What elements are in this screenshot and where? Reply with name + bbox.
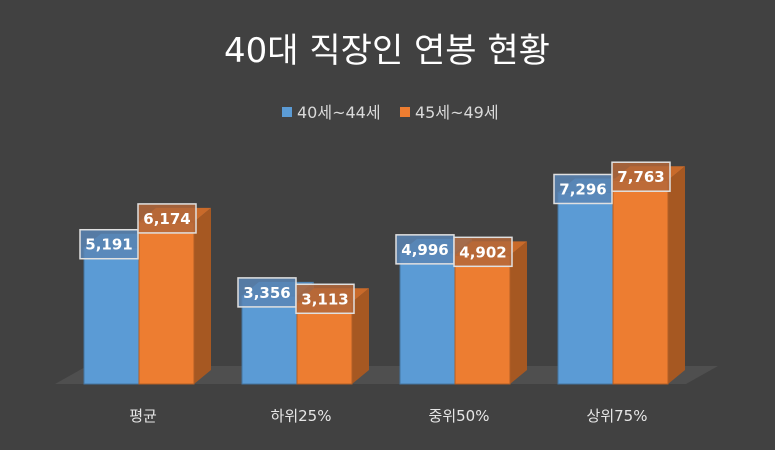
data-label-box <box>79 228 139 260</box>
data-label-x-40-44: 5,191 <box>79 228 139 260</box>
data-label-box <box>295 283 355 315</box>
category-label-25: 하위25% <box>271 407 332 425</box>
data-label-text: 6,174 <box>143 210 190 228</box>
bar-front-face <box>399 252 456 385</box>
data-label-text: 7,296 <box>559 180 606 198</box>
data-label-text: 4,902 <box>459 243 506 261</box>
bar-50-45-49 <box>454 241 527 385</box>
bar-front-face <box>296 301 353 385</box>
legend-label-40-44: 40세~44세 <box>297 103 381 122</box>
category-labels-group: 평균 하위25% 중위50% 상위75% <box>129 407 647 425</box>
data-label-75-40-44: 7,296 <box>553 173 613 205</box>
bar-front-face <box>557 191 614 385</box>
data-label-x-45-49: 6,174 <box>137 203 197 234</box>
data-label-text: 4,996 <box>401 241 448 259</box>
data-label-box <box>237 277 297 308</box>
data-label-25-40-44: 3,356 <box>237 277 297 308</box>
data-label-box <box>553 173 613 205</box>
bar-x-45-49 <box>138 207 211 385</box>
category-label-50: 중위50% <box>429 407 490 425</box>
data-label-text: 5,191 <box>85 236 132 254</box>
data-label-75-45-49: 7,763 <box>611 161 671 192</box>
chart-title: 40대 직장인 연봉 현황 <box>224 31 550 71</box>
bar-front-face <box>241 295 298 385</box>
legend-label-45-49: 45세~49세 <box>415 103 499 122</box>
bar-front-face <box>83 247 140 385</box>
category-label-x: 평균 <box>129 407 157 425</box>
data-label-text: 3,356 <box>243 284 290 302</box>
bar-front-face <box>138 221 195 385</box>
bar-side-face <box>668 166 685 384</box>
bar-75-45-49 <box>612 166 685 385</box>
data-label-50-40-44: 4,996 <box>395 234 455 265</box>
legend-swatch-45-49 <box>400 107 410 117</box>
bar-front-face <box>454 254 511 385</box>
data-labels-group: 5,191 6,174 3,356 3,113 4,996 4,902 7,296 7,763 <box>79 161 671 315</box>
data-label-box <box>453 236 513 268</box>
data-label-text: 3,113 <box>301 290 348 308</box>
category-label-75: 상위75% <box>587 407 648 425</box>
data-label-50-45-49: 4,902 <box>453 236 513 268</box>
data-label-box <box>611 161 671 192</box>
chart-floor <box>55 366 718 384</box>
bar-front-face <box>612 179 669 385</box>
legend-swatch-40-44 <box>282 107 292 117</box>
bar-side-face <box>510 241 527 384</box>
bar-side-face <box>352 288 369 384</box>
legend: 40세~44세 45세~49세 <box>282 103 499 122</box>
data-label-box <box>137 203 197 234</box>
data-label-25-45-49: 3,113 <box>295 283 355 315</box>
bar-side-face <box>194 207 211 384</box>
data-label-text: 7,763 <box>617 168 664 186</box>
